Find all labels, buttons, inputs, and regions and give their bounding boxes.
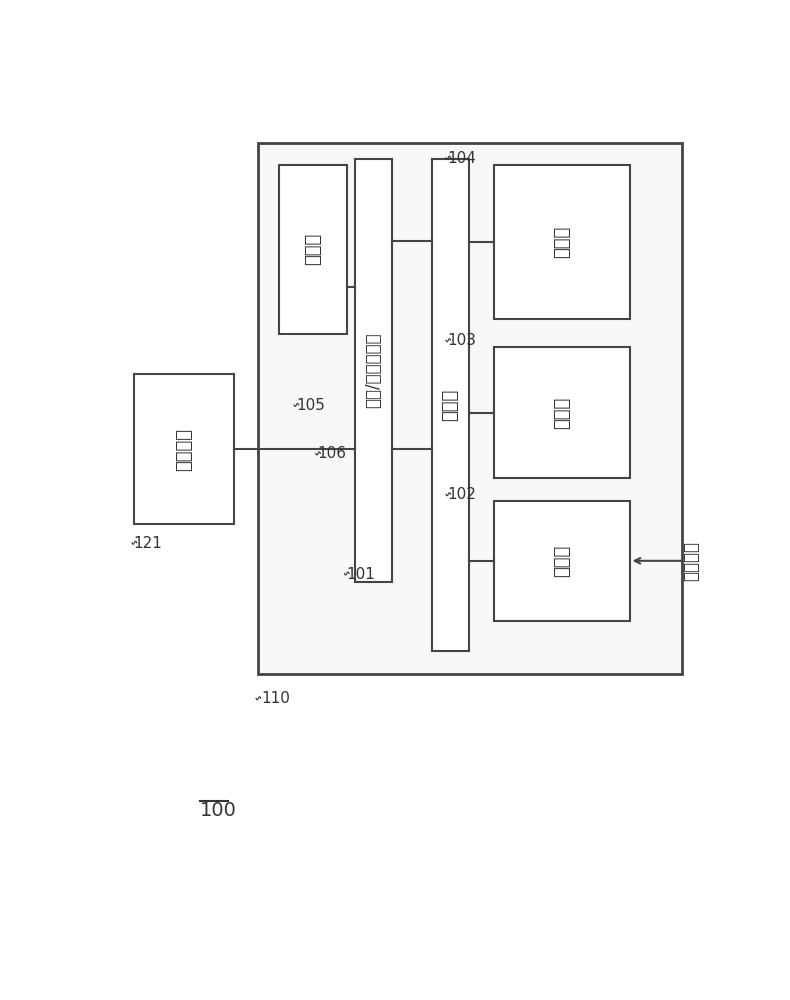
Text: 103: 103 <box>447 333 476 348</box>
Bar <box>355 158 392 582</box>
Bar <box>494 501 630 620</box>
Text: 打印部: 打印部 <box>303 233 322 265</box>
Text: 100: 100 <box>200 801 236 820</box>
Text: 测定部: 测定部 <box>553 545 571 577</box>
Text: 输入键: 输入键 <box>553 226 571 258</box>
Text: 104: 104 <box>447 151 476 166</box>
Text: 显示/打印控制部: 显示/打印控制部 <box>364 332 382 408</box>
Text: 102: 102 <box>447 487 476 502</box>
Bar <box>432 158 469 651</box>
Bar <box>134 374 235 524</box>
Text: 自电极部: 自电极部 <box>683 541 701 581</box>
Text: 105: 105 <box>296 398 325 413</box>
Bar <box>494 165 630 319</box>
Text: 106: 106 <box>318 446 346 461</box>
Bar <box>279 165 347 334</box>
Text: 121: 121 <box>134 536 163 551</box>
Bar <box>258 143 683 674</box>
Text: 运算部: 运算部 <box>442 389 460 421</box>
Text: 101: 101 <box>347 567 375 582</box>
Text: 触摸面板: 触摸面板 <box>175 428 193 471</box>
Text: 存储部: 存储部 <box>553 396 571 429</box>
Bar <box>494 347 630 478</box>
Text: 110: 110 <box>261 691 291 706</box>
